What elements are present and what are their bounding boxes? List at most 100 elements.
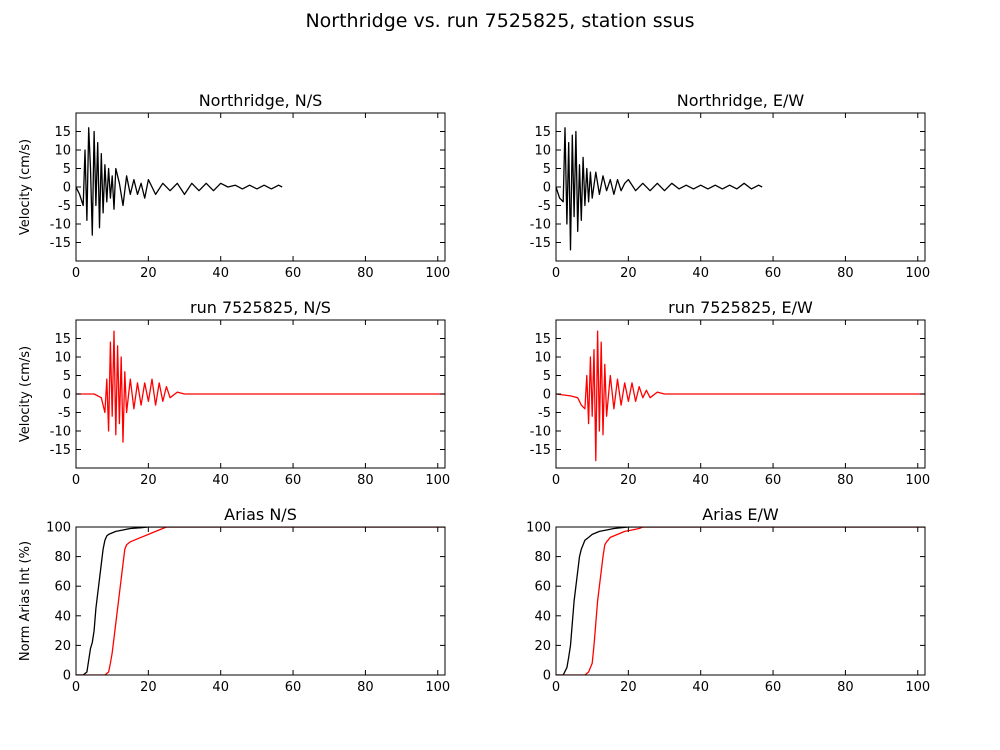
x-tick-label: 20	[620, 680, 637, 695]
x-tick-label: 40	[692, 266, 709, 281]
x-tick-label: 100	[905, 473, 930, 488]
x-tick-label: 100	[425, 266, 450, 281]
y-tick-label: 5	[63, 369, 71, 384]
y-tick-label: 0	[63, 669, 71, 684]
x-tick-label: 60	[285, 680, 302, 695]
x-tick-label: 80	[837, 266, 854, 281]
x-tick-label: 40	[692, 680, 709, 695]
series-line-1	[556, 127, 763, 251]
panel-5: 0 20 40 60 80 100 0 20 40 60 80 100 Arias N/S Norm Ar…	[18, 505, 450, 695]
y-tick-label: 60	[54, 580, 71, 595]
x-tick-label: 20	[140, 680, 157, 695]
x-tick-label: 100	[425, 473, 450, 488]
y-tick-label: 15	[54, 125, 71, 140]
y-tick-label: 10	[534, 144, 551, 159]
x-tick-label: 100	[425, 680, 450, 695]
x-tick-label: 20	[620, 473, 637, 488]
y-axis-label: Velocity (cm/s)	[18, 346, 33, 442]
figure-title: Northridge vs. run 7525825, station ssus	[305, 10, 695, 32]
x-tick-label: 80	[357, 680, 374, 695]
panel-6: 0 20 40 60 80 100 0 20 40 60 80 100 Arias E/W	[526, 505, 930, 695]
panel-title: Northridge, E/W	[677, 91, 805, 110]
panel-3: 0 20 40 60 80 100 -15 -10 -5 0 5 10 15 run 7525825, N…	[18, 298, 450, 488]
x-tick-label: 20	[620, 266, 637, 281]
y-tick-label: 10	[534, 351, 551, 366]
x-tick-label: 80	[837, 680, 854, 695]
y-tick-label: 20	[534, 639, 551, 654]
x-tick-label: 80	[837, 473, 854, 488]
y-tick-label: 40	[54, 609, 71, 624]
x-tick-label: 60	[285, 266, 302, 281]
y-tick-label: -10	[50, 425, 71, 440]
y-axis-label: Velocity (cm/s)	[18, 139, 33, 235]
x-tick-label: 40	[212, 473, 229, 488]
y-tick-label: 10	[54, 351, 71, 366]
series-line-2	[556, 527, 925, 675]
y-tick-label: 5	[543, 369, 551, 384]
x-tick-label: 60	[765, 473, 782, 488]
y-tick-label: 40	[534, 609, 551, 624]
x-tick-label: 60	[285, 473, 302, 488]
y-tick-label: 100	[526, 521, 551, 536]
y-tick-label: -10	[530, 425, 551, 440]
y-tick-label: 15	[534, 332, 551, 347]
x-tick-label: 0	[72, 680, 80, 695]
y-tick-label: 5	[543, 162, 551, 177]
y-tick-label: 0	[543, 669, 551, 684]
x-tick-label: 0	[552, 473, 560, 488]
y-tick-label: 0	[543, 181, 551, 196]
series-line-1	[76, 127, 283, 236]
x-tick-label: 0	[552, 680, 560, 695]
x-tick-label: 40	[212, 680, 229, 695]
y-tick-label: 15	[54, 332, 71, 347]
y-tick-label: -10	[50, 218, 71, 233]
y-tick-label: 80	[54, 550, 71, 565]
x-tick-label: 80	[357, 473, 374, 488]
y-tick-label: 10	[54, 144, 71, 159]
y-tick-label: 0	[63, 181, 71, 196]
axes-frame	[75, 526, 446, 676]
axes-frame	[555, 112, 926, 262]
x-tick-label: 0	[72, 266, 80, 281]
panel-title: run 7525825, N/S	[190, 298, 331, 317]
y-tick-label: -5	[538, 199, 551, 214]
series-line-1	[556, 330, 925, 462]
y-tick-label: 5	[63, 162, 71, 177]
y-tick-label: 100	[46, 521, 71, 536]
panel-4: 0 20 40 60 80 100 -15 -10 -5 0 5 10 15 run 7525825, E…	[530, 298, 930, 488]
y-tick-label: 20	[54, 639, 71, 654]
panel-title: Arias N/S	[224, 505, 297, 524]
series-line-1	[76, 527, 445, 675]
x-tick-label: 0	[72, 473, 80, 488]
axes-frame	[555, 526, 926, 676]
series-line-1	[76, 330, 445, 443]
y-tick-label: -5	[58, 406, 71, 421]
y-tick-label: 0	[63, 388, 71, 403]
y-tick-label: -5	[58, 199, 71, 214]
y-tick-label: 80	[534, 550, 551, 565]
y-axis-label: Norm Arias Int (%)	[18, 541, 33, 661]
y-tick-label: -5	[538, 406, 551, 421]
y-tick-label: -10	[530, 218, 551, 233]
y-tick-label: 0	[543, 388, 551, 403]
x-tick-label: 60	[765, 680, 782, 695]
x-tick-label: 80	[357, 266, 374, 281]
x-tick-label: 100	[905, 680, 930, 695]
panel-1: 0 20 40 60 80 100 -15 -10 -5 0 5 10 15 Northridge, N/…	[18, 91, 450, 281]
y-tick-label: -15	[50, 443, 71, 458]
panel-title: Northridge, N/S	[199, 91, 323, 110]
x-tick-label: 60	[765, 266, 782, 281]
y-tick-label: -15	[530, 236, 551, 251]
y-tick-label: -15	[530, 443, 551, 458]
x-tick-label: 100	[905, 266, 930, 281]
x-tick-label: 20	[140, 473, 157, 488]
series-line-1	[556, 527, 925, 675]
series-line-2	[76, 527, 445, 675]
panel-title: run 7525825, E/W	[668, 298, 813, 317]
panel-title: Arias E/W	[702, 505, 779, 524]
panel-2: 0 20 40 60 80 100 -15 -10 -5 0 5 10 15 Northridge, E/…	[530, 91, 930, 281]
y-tick-label: -15	[50, 236, 71, 251]
x-tick-label: 0	[552, 266, 560, 281]
x-tick-label: 40	[692, 473, 709, 488]
